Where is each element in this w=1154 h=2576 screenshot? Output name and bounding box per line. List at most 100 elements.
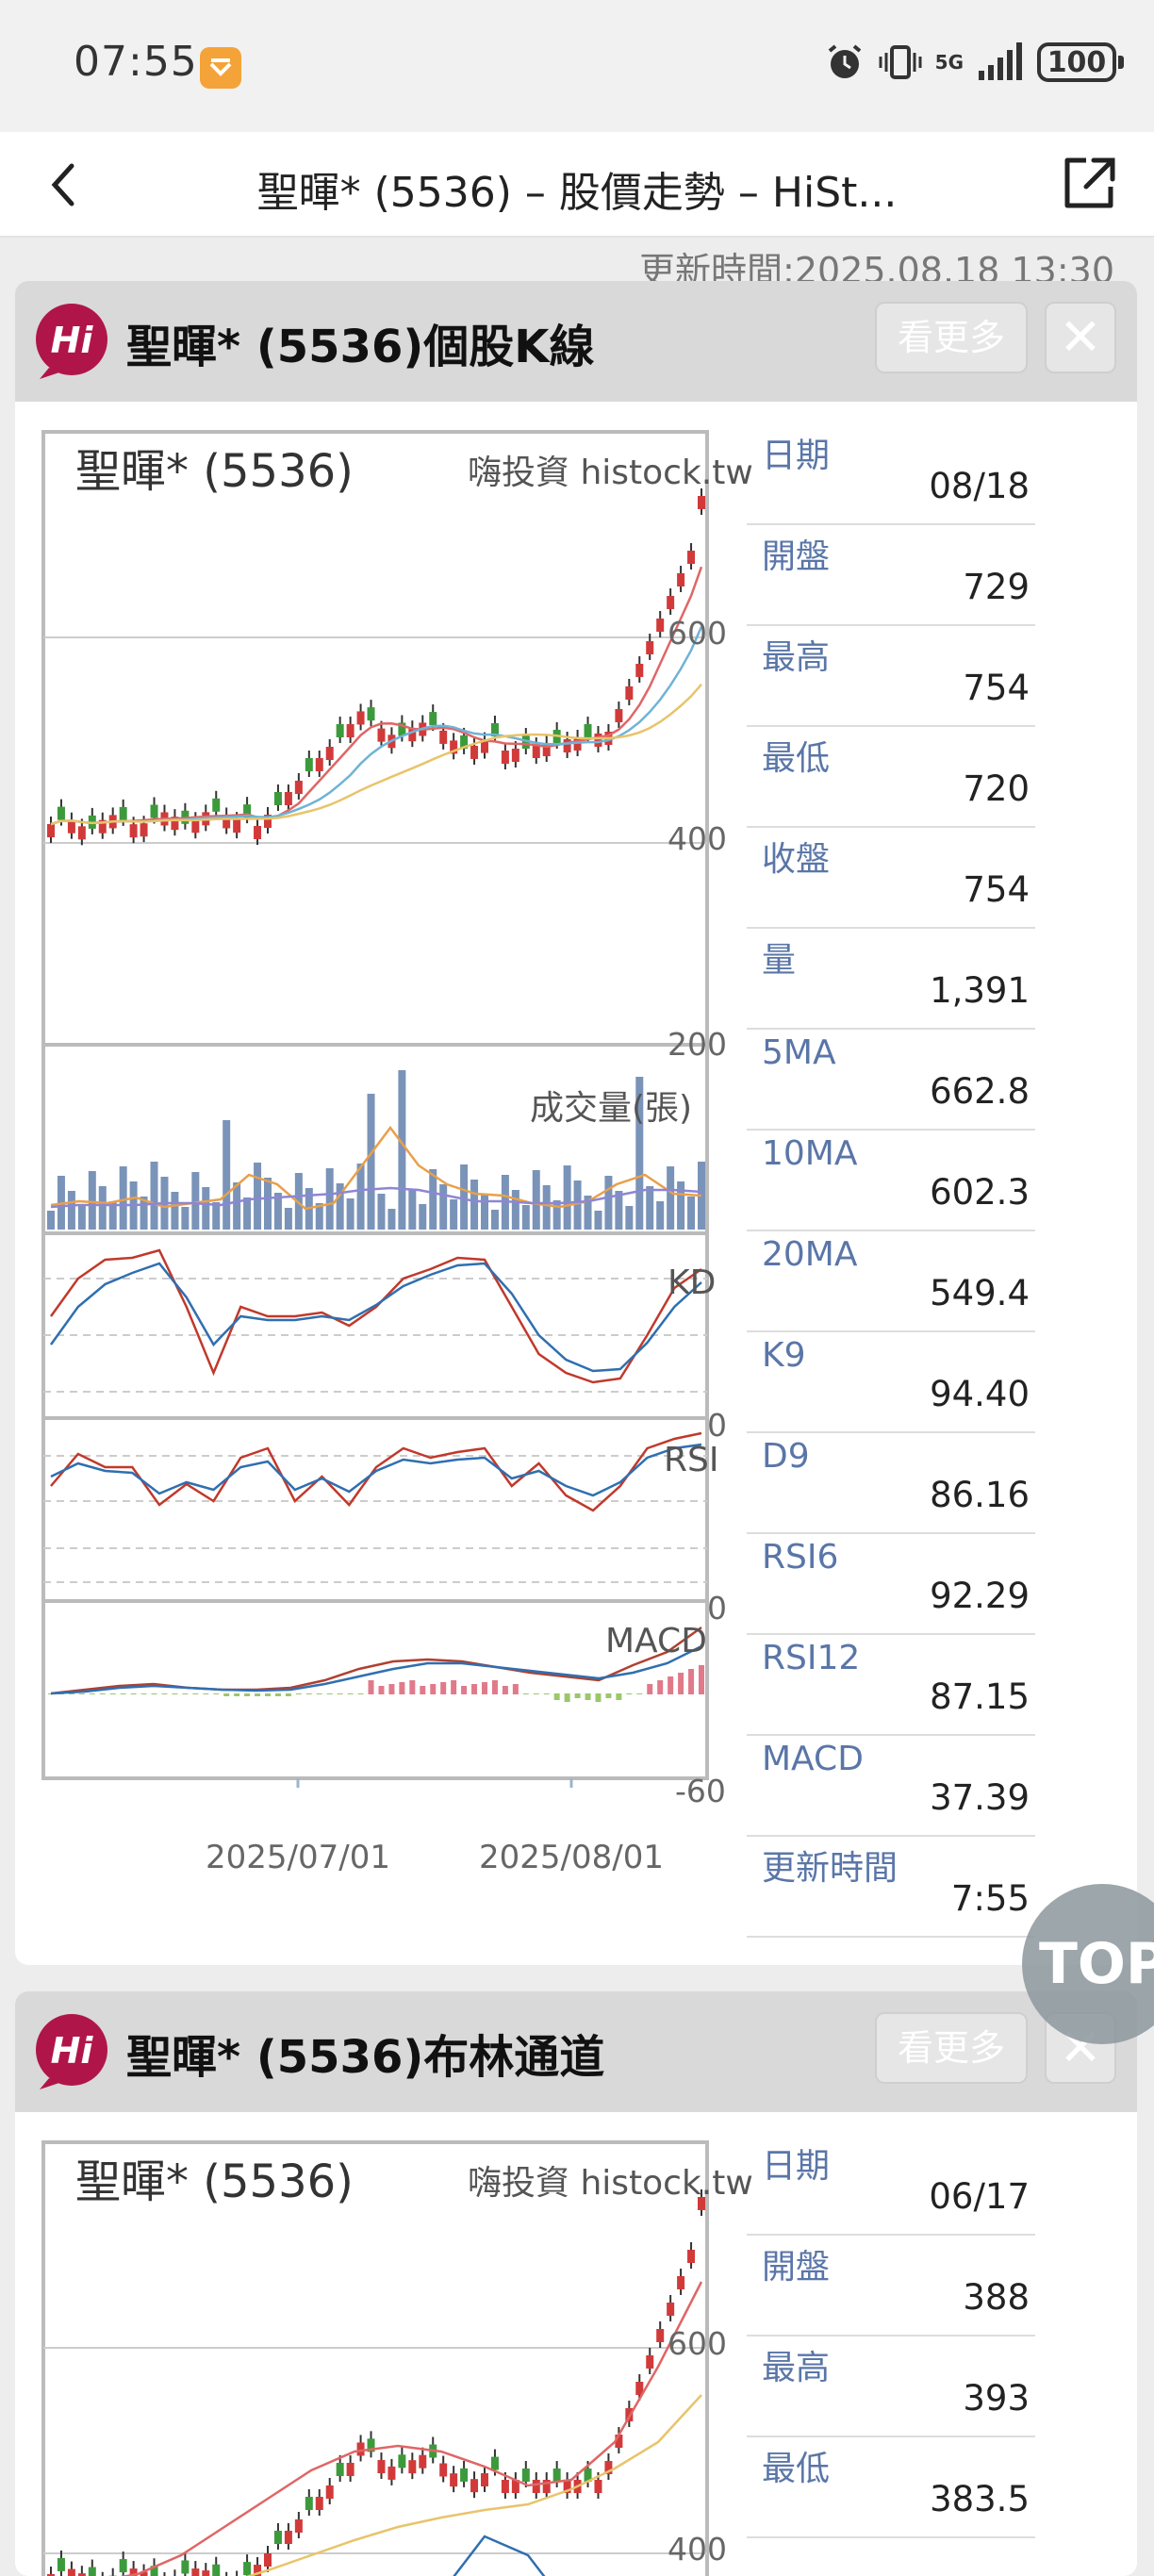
volume-bar	[470, 1180, 478, 1230]
macd-histogram-bar	[544, 1693, 550, 1694]
svg-text:Hi: Hi	[51, 2030, 94, 2072]
candle-body	[47, 824, 55, 837]
candle-body	[450, 2473, 457, 2486]
quote-info-value: 754	[963, 869, 1030, 910]
candle-body	[58, 807, 65, 820]
candle-body	[357, 2442, 365, 2455]
close-button[interactable]: ✕	[1045, 302, 1116, 373]
volume-bar	[78, 1206, 86, 1230]
macd-histogram-bar	[605, 1693, 611, 1698]
volume-bar	[564, 1165, 571, 1230]
volume-bar	[191, 1172, 199, 1230]
volume-bar	[243, 1197, 251, 1230]
volume-bar	[594, 1211, 602, 1230]
volume-bar	[326, 1168, 334, 1230]
candle-body	[337, 724, 344, 737]
quote-info-key: 收盤	[762, 832, 830, 881]
candle-body	[130, 824, 138, 837]
macd-histogram-bar	[265, 1693, 271, 1696]
candle-body	[667, 596, 674, 609]
card-body: 聖暉* (5536) 嗨投資 histock.tw 600 400 200 成交…	[15, 402, 1137, 1965]
candle-body	[491, 2457, 499, 2470]
card-title: 聖暉* (5536)個股K線	[126, 309, 594, 375]
candle-body	[120, 2559, 127, 2572]
macd-histogram-bar	[399, 1682, 404, 1694]
candle-body	[377, 2460, 385, 2473]
candle-body	[656, 619, 664, 632]
macd-histogram-bar	[688, 1669, 694, 1694]
volume-bar	[439, 1184, 447, 1230]
kline-chart[interactable]: 聖暉* (5536) 嗨投資 histock.tw 600 400 200 成交…	[41, 430, 758, 1939]
candle-body	[347, 724, 354, 737]
candle-body	[408, 2460, 416, 2473]
candle-body	[191, 819, 199, 833]
quote-info-value: 720	[963, 768, 1030, 809]
bollinger-chart[interactable]: 聖暉* (5536) 嗨投資 histock.tw 600 400	[41, 2140, 758, 2576]
macd-histogram-bar	[595, 1693, 601, 1702]
volume-bar	[656, 1201, 664, 1230]
volume-bar	[460, 1164, 468, 1230]
see-more-button[interactable]: 看更多	[875, 2012, 1028, 2084]
volume-bar	[171, 1192, 178, 1230]
macd-histogram-bar	[348, 1693, 354, 1694]
candle-body	[387, 2467, 395, 2480]
volume-bar	[646, 1186, 653, 1230]
quote-info-row: 收盤 754	[747, 828, 1035, 929]
quote-info-key: 量	[762, 933, 796, 982]
candle-body	[502, 751, 509, 764]
rsi-pane-label: RSI	[664, 1441, 718, 1479]
candle-body	[698, 496, 705, 509]
quote-info-key: RSI6	[762, 1538, 838, 1577]
quote-info-key: 20MA	[762, 1235, 858, 1274]
quote-info-value: 06/17	[929, 2176, 1030, 2217]
candle-body	[274, 2531, 282, 2544]
volume-bar	[264, 1178, 272, 1230]
candle-body	[635, 664, 643, 677]
candle-body	[522, 2469, 530, 2482]
candle-body	[460, 2469, 468, 2482]
macd-histogram-bar	[585, 1693, 591, 1700]
quote-info-value: 602.3	[930, 1172, 1030, 1213]
volume-bar	[543, 1185, 551, 1230]
macd-histogram-bar	[358, 1693, 364, 1694]
price-tick: 600	[668, 615, 727, 652]
volume-bar	[398, 1070, 405, 1230]
quote-info-key: RSI12	[762, 1639, 860, 1677]
quote-info-key: 開盤	[762, 2239, 830, 2288]
candle-body	[140, 823, 148, 836]
candle-body	[326, 2485, 334, 2499]
candle-body	[305, 758, 313, 771]
candle-body	[656, 2329, 664, 2342]
quote-info-value: 94.40	[930, 1374, 1030, 1414]
macd-histogram-bar	[306, 1693, 312, 1694]
quote-info-key: 更新時間	[762, 1841, 898, 1890]
volume-bar	[481, 1195, 488, 1230]
volume-bar	[357, 1164, 365, 1230]
candle-body	[212, 2565, 220, 2576]
open-external-icon[interactable]	[1058, 153, 1120, 215]
macd-histogram-bar	[152, 1693, 157, 1694]
candle-body	[429, 712, 437, 725]
candle-body	[305, 2497, 313, 2510]
chart-brand: 嗨投資 histock.tw	[468, 2155, 753, 2204]
see-more-button[interactable]: 看更多	[875, 302, 1028, 373]
candle-body	[553, 2469, 561, 2482]
back-button[interactable]	[38, 157, 94, 213]
candle-body	[585, 724, 592, 737]
candle-body	[337, 2463, 344, 2476]
svg-text:Hi: Hi	[51, 320, 94, 361]
volume-bar	[285, 1208, 292, 1230]
macd-axis-min: -60	[675, 1773, 726, 1809]
macd-histogram-bar	[192, 1693, 198, 1694]
volume-bar	[604, 1176, 612, 1230]
quote-info-key: MACD	[762, 1740, 864, 1778]
candle-body	[594, 2480, 602, 2493]
macd-histogram-bar	[451, 1680, 456, 1694]
candle-body	[357, 711, 365, 724]
macd-histogram-bar	[626, 1693, 632, 1694]
candle-body	[202, 2570, 209, 2576]
